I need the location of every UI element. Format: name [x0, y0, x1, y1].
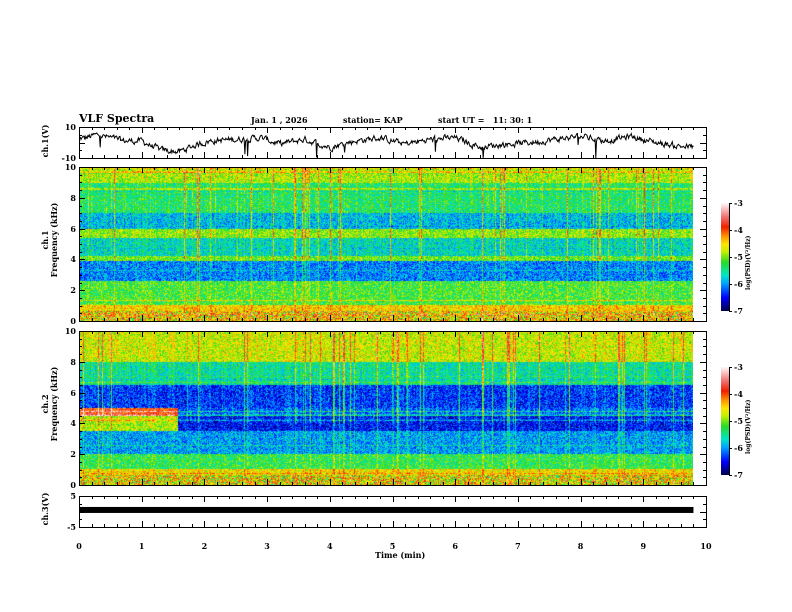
- ch2-colorbar: [721, 367, 729, 475]
- s2-ytick-label: 0: [70, 480, 76, 490]
- s1-ytick-label: 4: [70, 254, 76, 265]
- x-tick-label: 7: [515, 541, 521, 551]
- ch1-voltage-ylabel: ch.1(V): [40, 124, 50, 158]
- s1-ytick-label: 6: [70, 223, 76, 234]
- panel-frame-s1: [79, 167, 707, 322]
- v3-ytick-label: 5: [70, 491, 76, 501]
- s2-ytick-label: 6: [70, 387, 76, 398]
- cb2-tick-label: -7: [734, 470, 743, 480]
- x-tick-label: 0: [76, 541, 82, 551]
- cb2-tick-label: -6: [734, 443, 743, 453]
- ch1-spectrogram: [80, 167, 693, 321]
- ch3-voltage-trace: [79, 506, 694, 513]
- x-tick-label: 6: [452, 541, 458, 551]
- s2-ytick-label: 2: [70, 449, 76, 460]
- station-label: station= KAP: [343, 115, 403, 125]
- cb1-tick-label: -6: [734, 279, 743, 289]
- cb2-tick-label: -3: [734, 362, 743, 372]
- x-tick-label: 4: [327, 541, 333, 551]
- ch3-voltage-ylabel: ch.3(V): [40, 492, 50, 526]
- x-tick-label: 2: [201, 541, 208, 551]
- ch2-colorbar-label: log(PSD)(V²/Hz): [745, 399, 752, 454]
- x-axis-label: Time (min): [375, 550, 426, 560]
- date-label: Jan. 1 , 2026: [251, 115, 308, 125]
- s1-ytick-label: 8: [70, 192, 76, 203]
- s1-ytick-label: 10: [64, 162, 76, 172]
- ch1-colorbar: [721, 203, 729, 311]
- x-tick-label: 9: [640, 541, 647, 551]
- v1-ytick-label: 10: [64, 122, 76, 132]
- cb1-tick-label: -3: [734, 198, 743, 208]
- chart-title: VLF Spectra: [79, 112, 155, 125]
- cb1-tick-label: -4: [734, 225, 743, 235]
- x-tick-label: 10: [700, 541, 712, 551]
- ch2-spectrogram: [80, 331, 693, 485]
- panel-frame-s2: [79, 331, 707, 486]
- x-tick-label: 3: [264, 541, 270, 551]
- start-time-label: start UT = 11: 30: 1: [438, 115, 533, 125]
- s1-ytick-label: 0: [70, 316, 76, 326]
- x-tick-label: 5: [389, 541, 396, 551]
- s2-ytick-label: 8: [70, 356, 76, 367]
- ch1-spec-ylabel: Frequency (kHz): [49, 202, 59, 278]
- s2-ytick-label: 10: [64, 326, 76, 336]
- ch2-spec-ylabel: Frequency (kHz): [49, 366, 59, 442]
- cb1-tick-label: -7: [734, 306, 743, 316]
- ch1-voltage-trace: [78, 132, 694, 159]
- v3-ytick-label: -5: [67, 522, 76, 532]
- cb2-tick-label: -4: [734, 389, 743, 399]
- ch1-colorbar-label: log(PSD)(V²/Hz): [745, 235, 752, 290]
- x-tick-label: 1: [138, 541, 145, 551]
- x-tick-label: 8: [577, 541, 584, 551]
- cb2-tick-label: -5: [734, 416, 743, 426]
- cb1-tick-label: -5: [734, 252, 743, 262]
- v1-ytick-label: -10: [61, 153, 76, 163]
- s1-ytick-label: 2: [70, 285, 76, 296]
- s2-ytick-label: 4: [70, 418, 76, 429]
